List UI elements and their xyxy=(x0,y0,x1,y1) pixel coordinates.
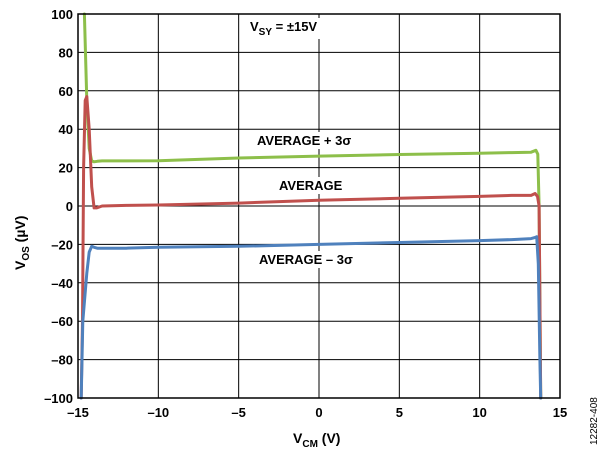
x-tick-label: –10 xyxy=(147,405,169,420)
average-plus-3sigma-label: AVERAGE + 3σ xyxy=(257,133,351,148)
y-tick-label: –100 xyxy=(44,391,73,406)
x-tick-label: 15 xyxy=(553,405,567,420)
annotation-background xyxy=(254,132,355,149)
y-tick-label: 100 xyxy=(51,7,73,22)
series-line-avg xyxy=(79,95,543,400)
y-tick-labels: –100 –80 –60 –40 –20 0 20 40 60 80 100 xyxy=(44,7,73,406)
y-axis-title-sub: OS xyxy=(21,246,32,261)
plot-frame xyxy=(77,13,561,399)
y-tick-label: –40 xyxy=(51,276,73,291)
figure-id: 12282-408 xyxy=(589,397,600,445)
y-axis-title-main: V xyxy=(12,260,28,270)
x-axis-title: VCM (V) xyxy=(293,430,340,450)
supply-annotation-rest: = ±15V xyxy=(272,19,317,34)
y-tick-label: 40 xyxy=(59,122,73,137)
x-tick-label: 10 xyxy=(472,405,486,420)
y-tick-label: –20 xyxy=(51,237,73,252)
y-tick-label: 20 xyxy=(59,161,73,176)
supply-annotation-sub: SY xyxy=(259,27,273,38)
y-tick-label: –60 xyxy=(51,314,73,329)
supply-annotation-main: V xyxy=(250,19,259,34)
supply-annotation: VSY = ±15V xyxy=(250,19,317,38)
annotation-background xyxy=(256,251,357,268)
y-tick-label: 60 xyxy=(59,84,73,99)
x-axis-title-unit: (V) xyxy=(318,430,341,446)
y-tick-label: –80 xyxy=(51,353,73,368)
x-tick-labels: –15 –10 –5 0 5 10 15 xyxy=(67,405,567,420)
y-axis-title-unit: (µV) xyxy=(12,216,28,247)
y-tick-label: 80 xyxy=(59,45,73,60)
x-axis-title-main: V xyxy=(293,430,303,446)
x-axis-title-sub: CM xyxy=(302,439,318,450)
x-tick-label: 5 xyxy=(396,405,403,420)
x-tick-label: –5 xyxy=(231,405,245,420)
y-tick-label: 0 xyxy=(66,199,73,214)
y-axis-title: VOS (µV) xyxy=(12,216,32,270)
series-line-minus xyxy=(79,235,543,400)
x-tick-label: –15 xyxy=(67,405,89,420)
annotation-background xyxy=(247,18,321,39)
annotation-background xyxy=(276,177,346,194)
x-tick-label: 0 xyxy=(315,405,322,420)
average-minus-3sigma-label: AVERAGE – 3σ xyxy=(259,252,353,267)
average-label: AVERAGE xyxy=(279,178,343,193)
series-lines xyxy=(79,12,543,400)
